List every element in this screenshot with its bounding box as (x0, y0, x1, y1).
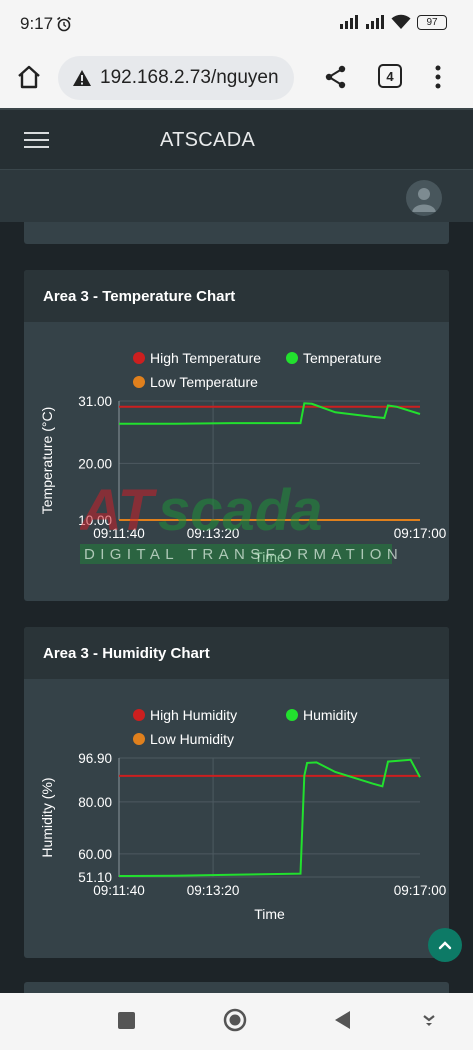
y-axis-title: Temperature (°C) (39, 407, 55, 515)
humidity-chart: High Humidity Humidity Low Humidity 51.10 60… (39, 707, 447, 922)
previous-card (24, 222, 449, 244)
card-title: Area 3 - Humidity Chart (24, 627, 449, 679)
hamburger-icon[interactable] (24, 132, 49, 148)
legend-label: High Temperature (150, 350, 261, 366)
chevron-up-icon (438, 941, 452, 950)
legend-swatch (133, 352, 145, 364)
next-card (24, 982, 449, 993)
series-line (119, 402, 421, 425)
home-circle-icon[interactable] (223, 1008, 247, 1032)
home-icon[interactable] (16, 64, 42, 90)
legend-swatch (286, 709, 298, 721)
y-axis-title: Humidity (%) (39, 777, 55, 857)
legend-label: Low Temperature (150, 374, 258, 390)
url-text: 192.168.2.73/nguyen (100, 67, 279, 88)
legend-label: Low Humidity (150, 731, 234, 747)
svg-text:scada: scada (158, 478, 322, 543)
legend-swatch (286, 352, 298, 364)
y-tick-label: 31.00 (78, 394, 112, 409)
series-line (118, 758, 421, 877)
chart-container: High Temperature Temperature Low Temperatu… (24, 322, 449, 601)
x-tick-label: 09:13:20 (187, 883, 240, 898)
x-tick-label: 09:17:00 (394, 883, 447, 898)
y-tick-label: 60.00 (78, 847, 112, 862)
wifi-icon (391, 14, 411, 29)
humidity-chart-card: Area 3 - Humidity Chart High Humidity Hum… (24, 627, 449, 958)
alarm-icon (57, 16, 71, 32)
x-tick-label: 09:11:40 (93, 883, 145, 898)
dashboard-content: Area 3 - Temperature Chart High Temperat… (0, 222, 473, 993)
battery-icon: 97 (417, 14, 447, 30)
status-bar: 9:17 97 (0, 0, 473, 50)
y-tick-label: 10.00 (78, 513, 112, 528)
x-axis-title: Time (254, 906, 285, 922)
legend-swatch (133, 709, 145, 721)
legend-label: High Humidity (150, 707, 237, 723)
y-tick-label: 51.10 (78, 870, 112, 885)
x-axis-title: Time (254, 549, 285, 565)
avatar-icon[interactable] (406, 180, 442, 216)
legend-label: Temperature (303, 350, 382, 366)
menu-dots-icon[interactable] (428, 64, 448, 90)
legend-label: Humidity (303, 707, 357, 723)
status-icons: 97 (339, 14, 447, 30)
tab-switcher-button[interactable]: 4 (378, 64, 402, 88)
user-bar (0, 169, 473, 222)
browser-toolbar: 192.168.2.73/nguyen 4 (0, 50, 473, 108)
recent-apps-icon[interactable] (118, 1012, 135, 1029)
back-icon[interactable] (332, 1009, 352, 1031)
atscada-watermark-logo: AT scada DIGITAL TRANSFORMATION (80, 478, 400, 564)
temperature-chart-card: Area 3 - Temperature Chart High Temperat… (24, 270, 449, 601)
status-time: 9:17 (20, 14, 54, 33)
legend-swatch (133, 376, 145, 388)
svg-text:DIGITAL TRANSFORMATION: DIGITAL TRANSFORMATION (84, 546, 400, 563)
x-tick-label: 09:11:40 (93, 526, 145, 541)
x-tick-label: 09:13:20 (187, 526, 240, 541)
svg-text:AT: AT (80, 478, 158, 543)
x-tick-label: 09:17:00 (394, 526, 447, 541)
app-title: ATSCADA (160, 129, 256, 151)
hide-keyboard-icon[interactable] (420, 1011, 438, 1029)
legend-swatch (133, 733, 145, 745)
temperature-chart: High Temperature Temperature Low Temperatu… (39, 350, 447, 565)
y-tick-label: 80.00 (78, 795, 112, 810)
app-header: ATSCADA (0, 108, 473, 169)
address-bar[interactable]: 192.168.2.73/nguyen (58, 56, 294, 100)
card-title: Area 3 - Temperature Chart (24, 270, 449, 322)
y-tick-label: 20.00 (78, 456, 112, 471)
warning-icon[interactable] (72, 69, 92, 87)
scroll-to-top-button[interactable] (428, 928, 462, 962)
system-nav-bar (0, 993, 473, 1050)
signal-icon (366, 15, 384, 29)
y-tick-label: 96.90 (78, 751, 112, 766)
signal-icon (340, 15, 358, 29)
share-icon[interactable] (323, 64, 349, 90)
chart-container: High Humidity Humidity Low Humidity 51.10 60… (24, 679, 449, 958)
